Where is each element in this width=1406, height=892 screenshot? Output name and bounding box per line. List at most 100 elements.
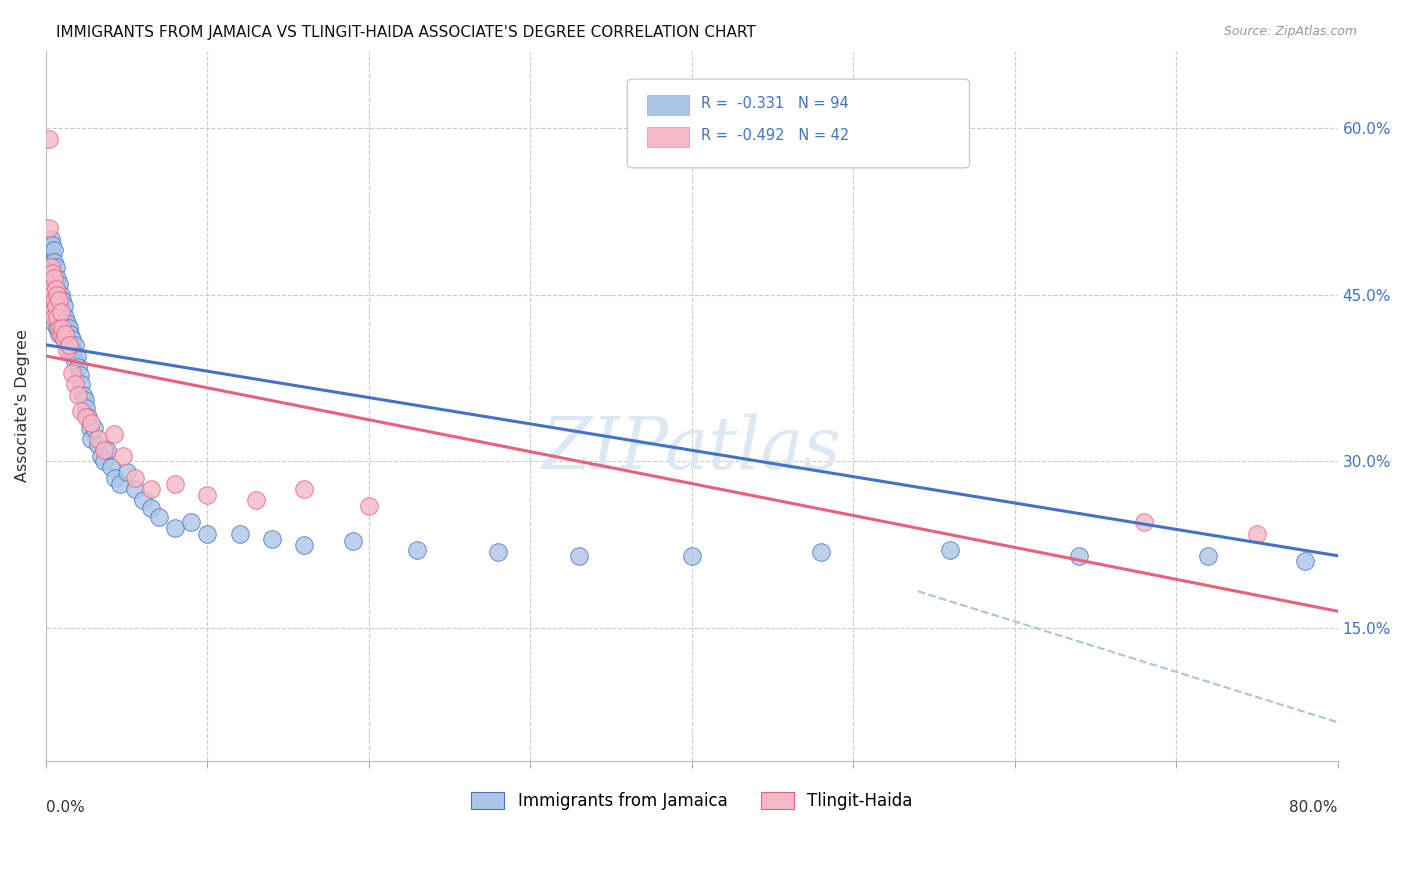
Point [38,221,60,235]
Point [110,476,132,491]
Point [132,493,155,508]
Point [69,368,91,382]
Point [115,466,138,480]
Point [46,271,69,285]
Point [1198,549,1220,563]
Point [70,404,93,418]
Point [486,545,509,559]
Point [48,293,70,308]
Point [53,310,76,324]
Point [41,299,63,313]
Point [63,338,86,352]
Point [45,310,67,324]
Point [45,293,67,308]
Point [42,282,65,296]
Point [1246,526,1268,541]
Point [41,288,63,302]
Point [49,304,72,318]
Point [39,277,62,291]
FancyBboxPatch shape [647,127,689,146]
Point [42,271,65,285]
Point [292,538,315,552]
Point [48,326,70,341]
Point [197,526,219,541]
Point [228,526,250,541]
Point [810,545,832,559]
Legend: Immigrants from Jamaica, Tlingit-Haida: Immigrants from Jamaica, Tlingit-Haida [464,785,920,817]
FancyBboxPatch shape [647,95,689,115]
Point [46,310,69,324]
Point [72,388,94,402]
Point [66,349,89,363]
Point [46,288,69,302]
Point [1133,516,1156,530]
Point [112,449,135,463]
Point [49,321,72,335]
Point [292,482,315,496]
Point [90,449,112,463]
Point [38,249,60,263]
Point [49,288,72,302]
Point [83,421,105,435]
Point [80,432,103,446]
Point [48,310,70,324]
Point [42,271,65,285]
Point [100,459,122,474]
Point [180,516,202,530]
Point [46,288,69,302]
Point [49,326,72,341]
Point [73,393,96,408]
Point [77,409,100,424]
Point [63,354,86,368]
Point [260,532,283,546]
Text: R =  -0.331   N = 94: R = -0.331 N = 94 [700,96,849,112]
Point [104,471,127,485]
Point [41,266,63,280]
Point [939,543,962,558]
Point [93,443,115,458]
Point [96,443,118,458]
Text: 0.0%: 0.0% [46,800,84,815]
Point [60,332,83,346]
Point [45,277,67,291]
Point [56,316,79,330]
Point [51,321,73,335]
Point [1294,554,1316,568]
Point [51,326,73,341]
Point [67,388,90,402]
Point [165,521,187,535]
Point [41,277,63,291]
Point [56,332,79,346]
Point [59,343,82,358]
Point [39,288,62,302]
Point [139,482,162,496]
Point [42,244,65,258]
Point [52,316,75,330]
Point [86,432,108,446]
Point [39,232,62,246]
Point [49,304,72,318]
Point [42,293,65,308]
Point [46,304,69,318]
Point [39,260,62,274]
Point [42,316,65,330]
Point [148,509,170,524]
Point [342,534,364,549]
Point [53,326,76,341]
Point [70,376,93,391]
Point [406,543,429,558]
Point [38,293,60,308]
Point [67,359,90,374]
Point [63,376,86,391]
Point [52,332,75,346]
Point [48,321,70,335]
Point [75,401,97,416]
Point [42,254,65,268]
Point [41,254,63,268]
Text: IMMIGRANTS FROM JAMAICA VS TLINGIT-HAIDA ASSOCIATE'S DEGREE CORRELATION CHART: IMMIGRANTS FROM JAMAICA VS TLINGIT-HAIDA… [56,25,756,40]
Text: 80.0%: 80.0% [1289,800,1337,815]
Point [58,338,80,352]
Point [80,416,103,430]
Point [41,238,63,252]
Point [93,454,115,468]
